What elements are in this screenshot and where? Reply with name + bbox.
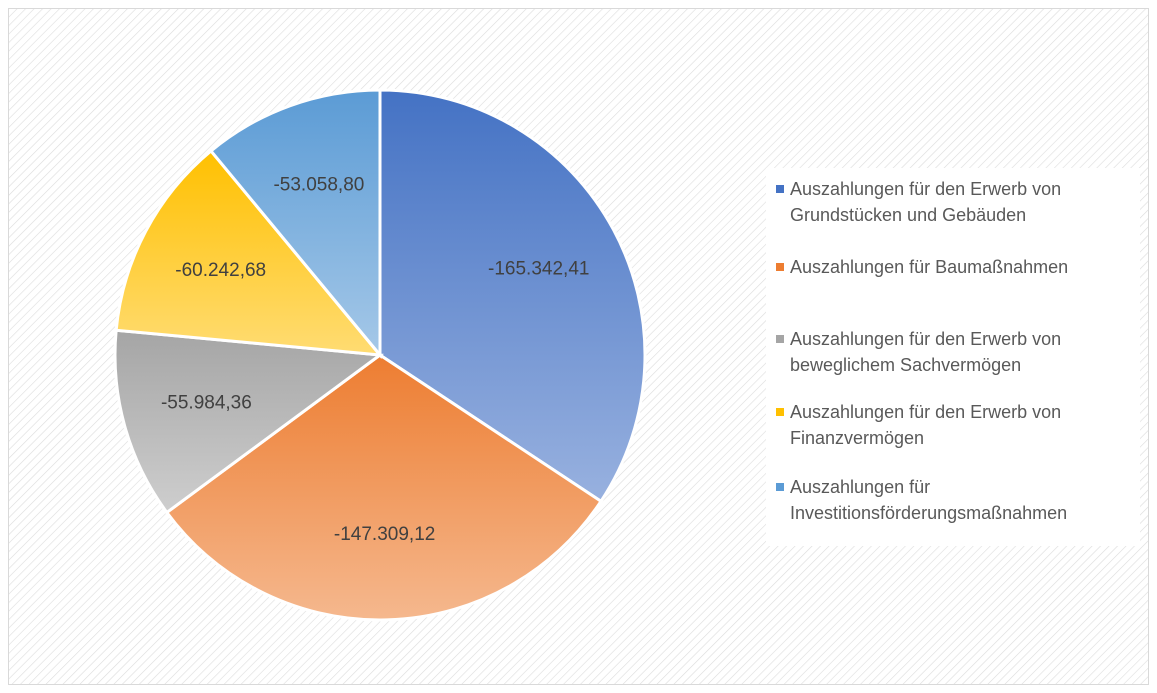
slice-label: -165.342,41 [488,259,589,280]
legend-label: Auszahlungen für den Erwerb von Finanzve… [790,402,1062,448]
legend-swatch [776,335,784,343]
legend-item: Auszahlungen für den Erwerb von beweglic… [776,326,1150,378]
pie-slice [164,353,604,622]
legend-item: Auszahlungen für Baumaßnahmen [776,254,1150,280]
legend-swatch [776,483,784,491]
legend-swatch [776,263,784,271]
legend-item: Auszahlungen für Investitionsförderungsm… [776,474,1150,526]
legend-swatch [776,185,784,193]
pie-slice [113,328,385,515]
legend-swatch [776,408,784,416]
pie-slice [114,148,384,357]
pie-slice [208,88,382,360]
slice-label: -55.984,36 [161,392,252,413]
legend-item: Auszahlungen für den Erwerb von Finanzve… [776,399,1150,451]
legend-label: Auszahlungen für den Erwerb von Grundstü… [790,179,1062,225]
slice-label: -53.058,80 [273,174,364,195]
legend-label: Auszahlungen für den Erwerb von beweglic… [790,329,1062,375]
slice-label: -147.309,12 [334,524,435,545]
legend: Auszahlungen für den Erwerb von Grundstü… [766,168,1140,546]
legend-label: Auszahlungen für Investitionsförderungsm… [790,477,1068,523]
legend-label: Auszahlungen für Baumaßnahmen [790,257,1069,277]
legend-item: Auszahlungen für den Erwerb von Grundstü… [776,176,1150,228]
slice-label: -60.242,68 [175,260,266,281]
